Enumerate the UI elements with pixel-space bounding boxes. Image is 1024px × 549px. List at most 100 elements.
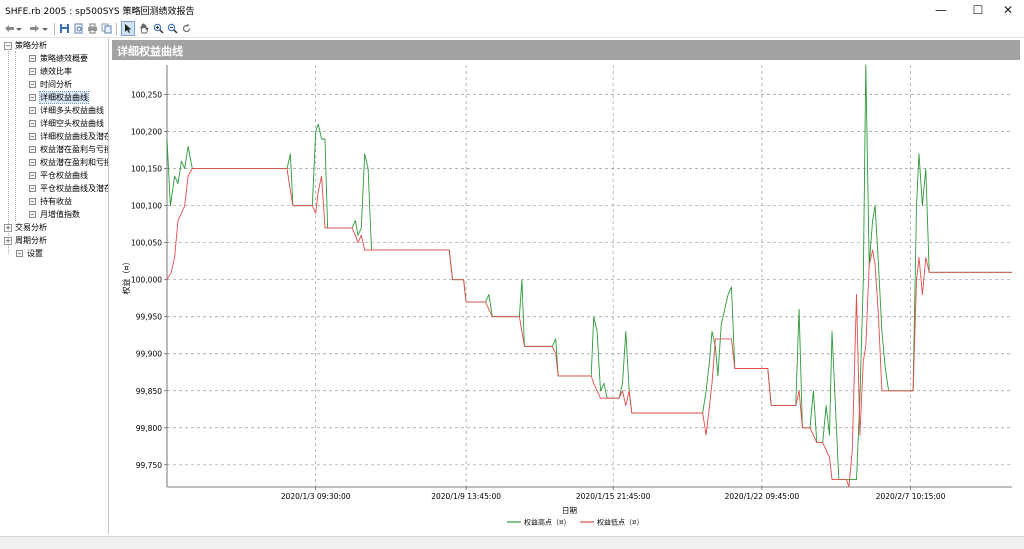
tree-node-performance-ratios[interactable]: 绩效比率 bbox=[29, 65, 72, 78]
y-tick-label: 100,250 bbox=[131, 91, 162, 100]
tree-node-trade-analysis[interactable]: + 交易分析 bbox=[4, 221, 47, 234]
y-tick-label: 100,000 bbox=[131, 276, 162, 285]
chart-legend: 权益高点（¤） 权益低点（¤） bbox=[507, 518, 643, 527]
tree-node-time-analysis[interactable]: 时间分析 bbox=[29, 78, 72, 91]
report-icon bbox=[29, 55, 36, 62]
minimize-button[interactable]: — bbox=[935, 3, 947, 17]
tree-node-detailed-equity-curve[interactable]: 详细权益曲线 bbox=[29, 91, 89, 104]
tree-node-label: 策略绩效概要 bbox=[40, 54, 88, 63]
report-icon bbox=[29, 120, 36, 127]
panel-header: 详细权益曲线 bbox=[112, 40, 1020, 60]
chart-axes bbox=[164, 65, 1012, 490]
x-tick-label: 2020/1/22 09:45:00 bbox=[725, 492, 800, 501]
y-tick-label: 99,850 bbox=[136, 387, 162, 396]
forward-arrow-icon[interactable] bbox=[28, 22, 41, 35]
y-tick-label: 99,950 bbox=[136, 313, 162, 322]
legend-label-1: 权益低点（¤） bbox=[597, 518, 643, 527]
pointer-icon[interactable] bbox=[121, 21, 135, 36]
tree-node-short-equity-curve[interactable]: 详细空头权益曲线 bbox=[29, 117, 104, 130]
tree-node-label: 持有收益 bbox=[40, 197, 72, 206]
chart-series bbox=[166, 64, 1012, 488]
tree-node-period-analysis[interactable]: + 周期分析 bbox=[4, 234, 47, 247]
legend-label-0: 权益高点（¤） bbox=[524, 518, 570, 527]
report-icon bbox=[29, 172, 36, 179]
tree-node-label: 设置 bbox=[27, 249, 43, 258]
title-bar: SHFE.rb 2005 : sp500SYS 策略回测绩效报告 — ☐ ✕ bbox=[0, 0, 1024, 20]
equity-chart[interactable]: 99,750 99,800 99,850 99,900 99,950 100,000 100… bbox=[112, 61, 1022, 535]
tree-node-performance-summary[interactable]: 策略绩效概要 bbox=[29, 52, 88, 65]
hand-icon[interactable] bbox=[138, 22, 151, 35]
toolbar bbox=[0, 20, 1024, 38]
tree-node-label: 平仓权益曲线 bbox=[40, 171, 88, 180]
tree-node-monthly-index[interactable]: 月增值指数 bbox=[29, 208, 80, 221]
y-tick-label: 99,900 bbox=[136, 350, 162, 359]
report-icon bbox=[29, 146, 36, 153]
copy-icon[interactable] bbox=[100, 22, 113, 35]
back-dropdown-icon[interactable] bbox=[15, 22, 23, 35]
y-tick-label: 100,200 bbox=[131, 128, 162, 137]
print-icon[interactable] bbox=[86, 22, 99, 35]
expand-icon[interactable]: + bbox=[4, 223, 12, 232]
tree-node-equity-curve-potential[interactable]: 详细权益曲线及潜在 bbox=[29, 130, 108, 143]
tree-node-label: 策略分析 bbox=[15, 41, 47, 50]
back-arrow-icon[interactable] bbox=[3, 22, 16, 35]
series-line-0 bbox=[166, 64, 1012, 481]
tree-node-holding-return[interactable]: 持有收益 bbox=[29, 195, 72, 208]
forward-dropdown-icon[interactable] bbox=[41, 22, 49, 35]
tree-node-label: 交易分析 bbox=[15, 223, 47, 232]
report-icon bbox=[29, 185, 36, 192]
tree-node-potential-profit-and-loss[interactable]: 权益潜在盈利和亏损 bbox=[29, 156, 109, 169]
toolbar-separator bbox=[54, 23, 55, 35]
report-icon bbox=[29, 198, 36, 205]
y-tick-label: 99,750 bbox=[136, 461, 162, 470]
tree-node-potential-profit-loss[interactable]: 权益潜在盈利与亏损 bbox=[29, 143, 109, 156]
status-bar bbox=[0, 536, 1024, 549]
zoom-out-icon[interactable] bbox=[166, 22, 179, 35]
x-tick-label: 2020/2/7 10:15:00 bbox=[876, 492, 946, 501]
collapse-icon[interactable]: − bbox=[4, 41, 12, 50]
report-icon bbox=[29, 68, 36, 75]
save-icon[interactable] bbox=[58, 22, 71, 35]
tree-node-label: 时间分析 bbox=[40, 80, 72, 89]
tree-connector bbox=[15, 51, 16, 221]
x-tick-label: 2020/1/15 21:45:00 bbox=[576, 492, 651, 501]
report-icon bbox=[29, 133, 36, 140]
tree-node-label: 平仓权益曲线及潜在 bbox=[40, 184, 109, 193]
preview-icon[interactable] bbox=[72, 22, 85, 35]
report-icon bbox=[29, 81, 36, 88]
refresh-icon[interactable] bbox=[180, 22, 193, 35]
y-axis-title: 权益（¤） bbox=[121, 257, 131, 294]
x-tick-label: 2020/1/9 13:45:00 bbox=[431, 492, 501, 501]
tree-node-closed-equity-potential[interactable]: 平仓权益曲线及潜在 bbox=[29, 182, 109, 195]
maximize-button[interactable]: ☐ bbox=[972, 3, 984, 17]
report-icon bbox=[29, 94, 36, 101]
report-icon bbox=[29, 159, 36, 166]
expand-icon[interactable]: + bbox=[4, 236, 12, 245]
close-button[interactable]: ✕ bbox=[1002, 3, 1014, 17]
tree-node-label: 详细空头权益曲线 bbox=[40, 119, 104, 128]
zoom-in-icon[interactable] bbox=[152, 22, 165, 35]
window-title: SHFE.rb 2005 : sp500SYS 策略回测绩效报告 bbox=[5, 7, 195, 17]
chart-labels: 99,750 99,800 99,850 99,900 99,950 100,000 100… bbox=[121, 91, 946, 515]
tree-node-settings[interactable]: 设置 bbox=[16, 247, 43, 260]
x-axis-title: 日期 bbox=[562, 506, 577, 515]
tree-connector bbox=[8, 49, 9, 254]
tree-node-long-equity-curve[interactable]: 详细多头权益曲线 bbox=[29, 104, 104, 117]
nav-tree: − 策略分析 策略绩效概要 绩效比率 时间分析 详细权益曲线 详细多头权益曲线 … bbox=[0, 38, 109, 534]
equity-chart-svg: 99,750 99,800 99,850 99,900 99,950 100,000 100… bbox=[121, 64, 1012, 527]
tree-node-strategy-analysis[interactable]: − 策略分析 bbox=[4, 39, 47, 52]
tree-node-closed-equity-curve[interactable]: 平仓权益曲线 bbox=[29, 169, 88, 182]
toolbar-separator bbox=[116, 23, 117, 35]
tree-node-label: 权益潜在盈利和亏损 bbox=[40, 158, 109, 167]
tree-node-label: 权益潜在盈利与亏损 bbox=[40, 145, 109, 154]
chart-grid bbox=[167, 65, 1012, 487]
y-tick-label: 100,050 bbox=[131, 239, 162, 248]
x-tick-label: 2020/1/3 09:30:00 bbox=[281, 492, 351, 501]
report-icon bbox=[29, 211, 36, 218]
y-tick-label: 100,100 bbox=[131, 202, 162, 211]
report-icon bbox=[16, 250, 23, 257]
y-tick-label: 99,800 bbox=[136, 424, 162, 433]
tree-node-label: 周期分析 bbox=[15, 236, 47, 245]
tree-node-label: 详细权益曲线 bbox=[39, 91, 89, 104]
